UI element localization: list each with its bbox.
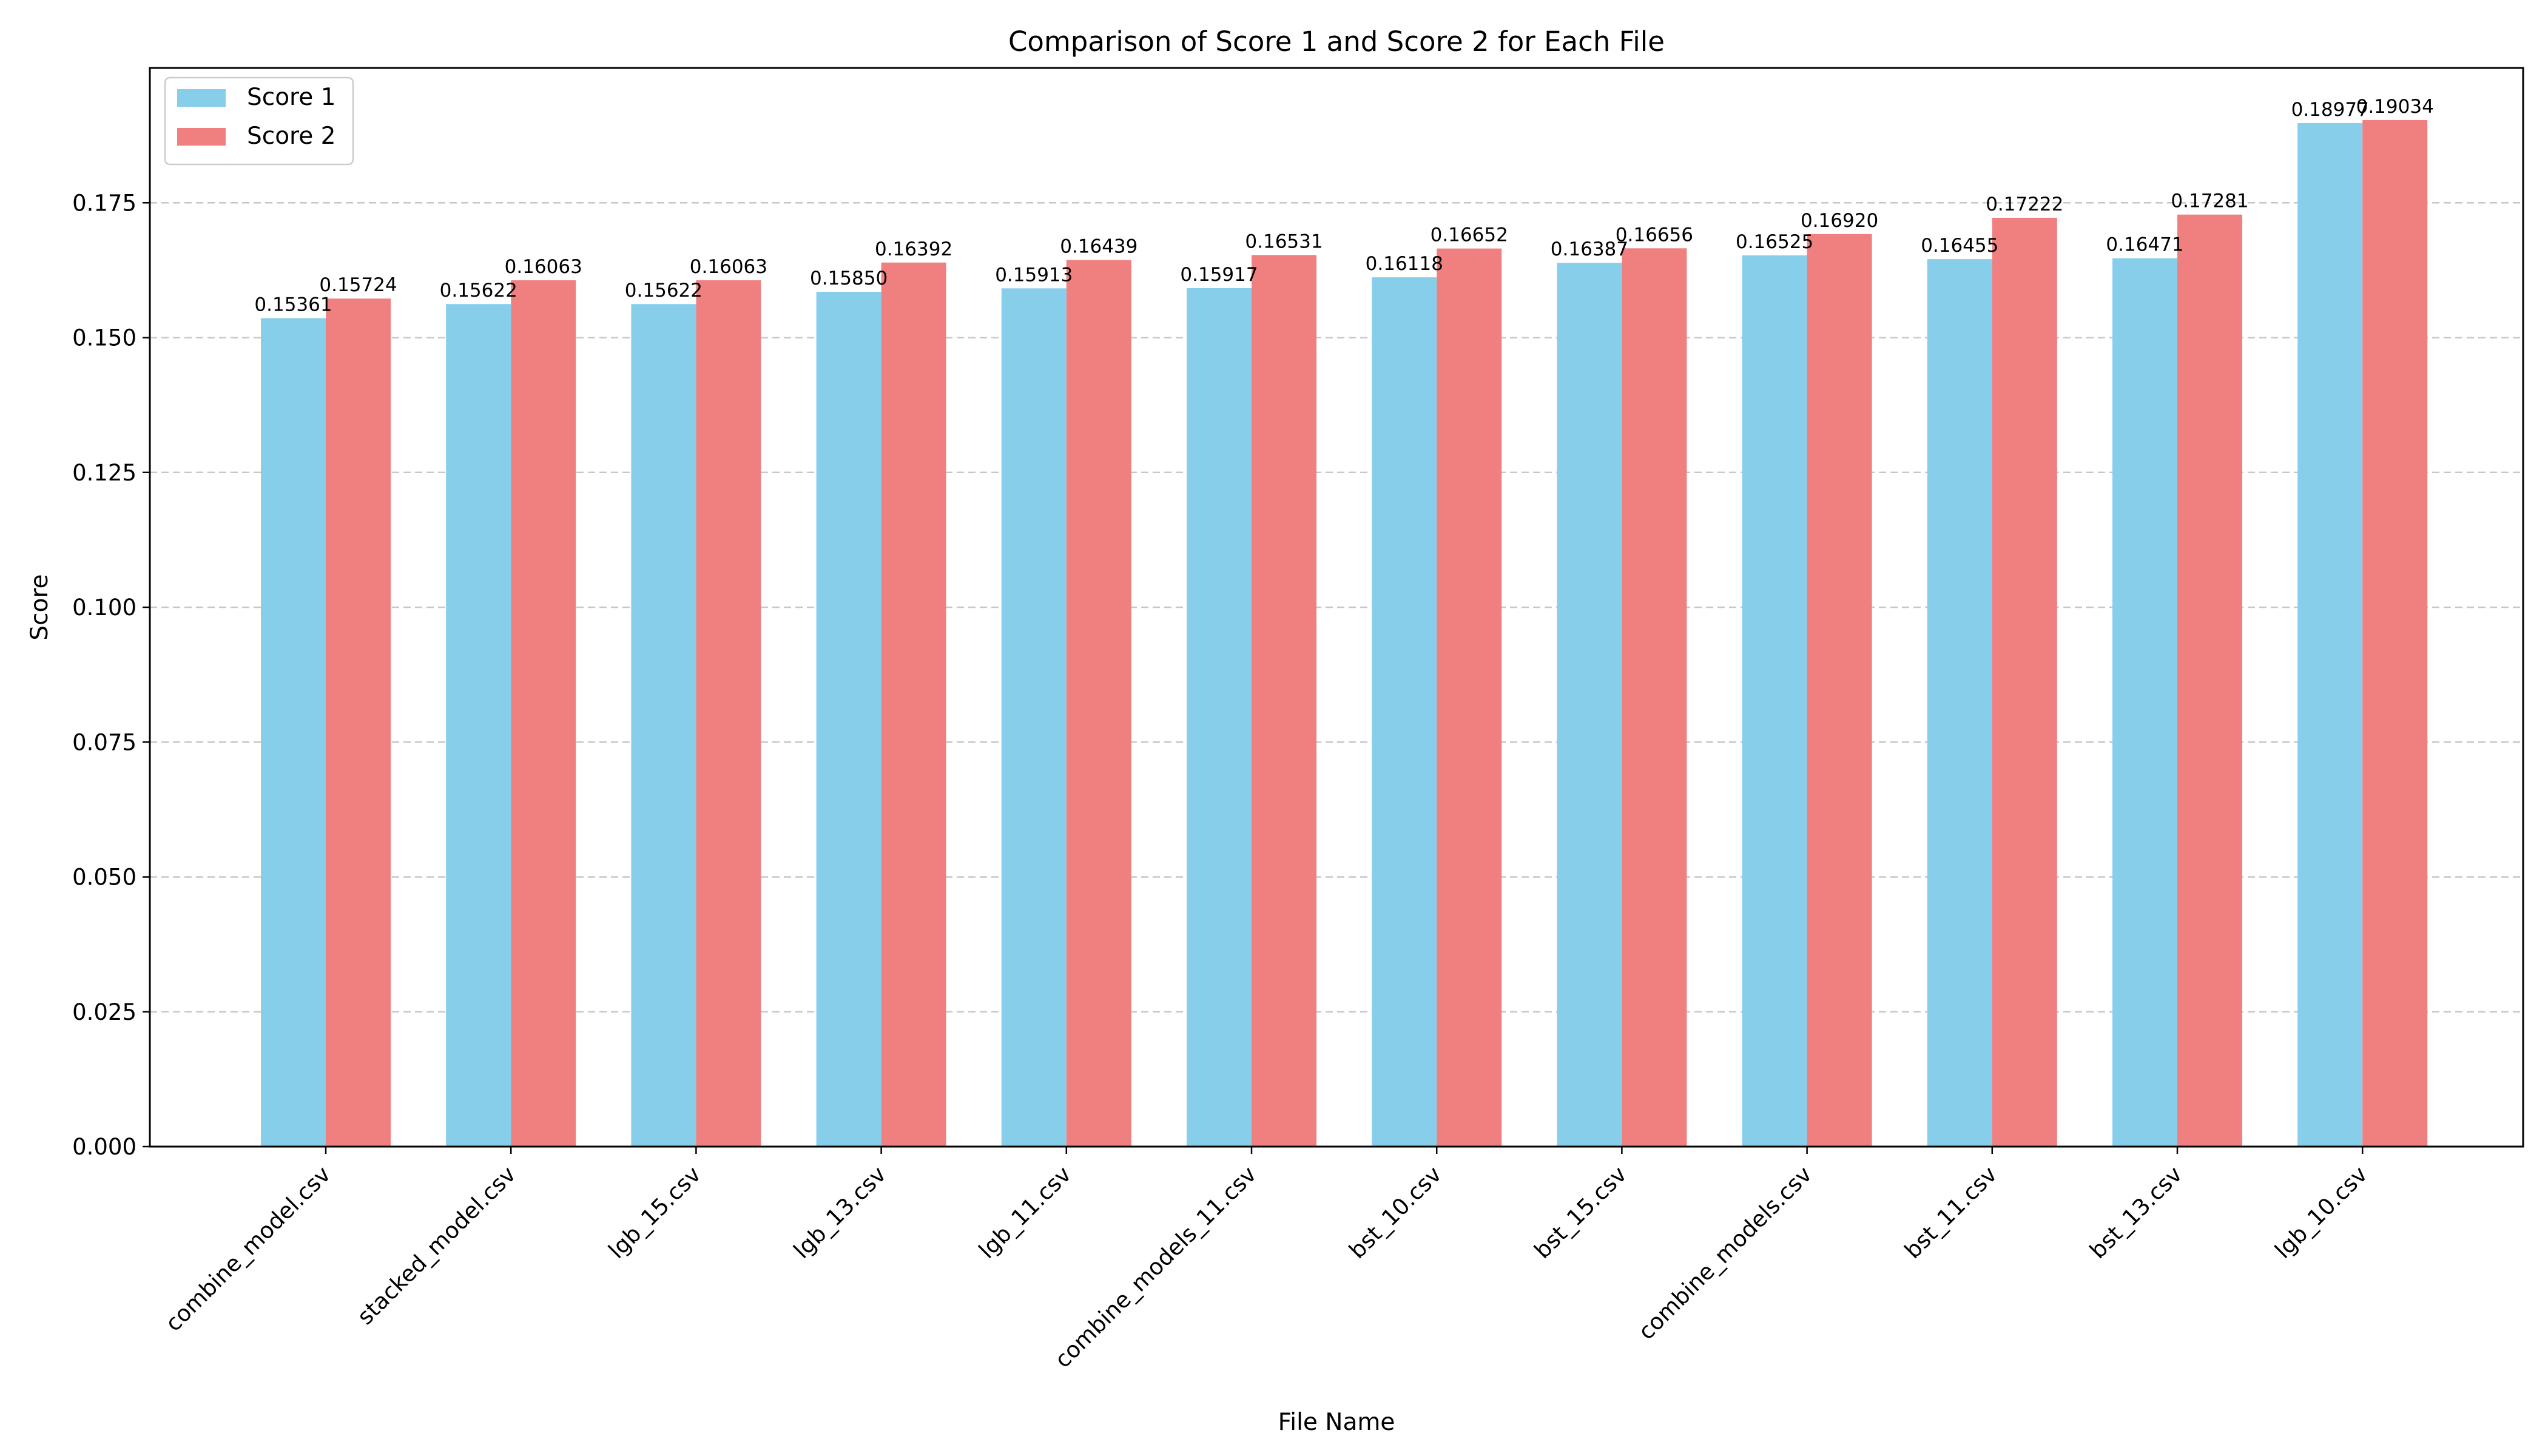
data-label: 0.16652 xyxy=(1431,224,1508,246)
data-label: 0.16118 xyxy=(1366,253,1443,275)
legend-swatch xyxy=(177,128,226,146)
bar-1 xyxy=(1372,277,1437,1147)
x-axis-label: File Name xyxy=(1278,1409,1395,1436)
bar-1 xyxy=(261,318,326,1147)
bar-2 xyxy=(1992,217,2057,1147)
bar-1 xyxy=(816,291,881,1147)
bar-2 xyxy=(1622,248,1687,1147)
data-label: 0.16063 xyxy=(690,256,767,278)
bar-1 xyxy=(1742,255,1807,1147)
data-label: 0.16063 xyxy=(505,256,582,278)
bar-2 xyxy=(881,262,946,1147)
bar-1 xyxy=(1001,288,1067,1147)
data-label: 0.16392 xyxy=(875,238,952,260)
bar-1 xyxy=(1557,263,1622,1147)
bar-1 xyxy=(2297,123,2363,1147)
data-label: 0.15622 xyxy=(625,280,703,302)
bars xyxy=(261,120,2428,1147)
bar-2 xyxy=(2362,120,2428,1147)
data-label: 0.16387 xyxy=(1551,238,1628,260)
data-label: 0.18977 xyxy=(2291,99,2369,121)
data-label: 0.19034 xyxy=(2356,96,2434,118)
y-tick-label: 0.150 xyxy=(72,325,136,351)
chart-title: Comparison of Score 1 and Score 2 for Ea… xyxy=(1008,25,1665,58)
data-label: 0.17222 xyxy=(1986,194,2063,215)
bar-2 xyxy=(1437,248,1502,1147)
y-tick-label: 0.050 xyxy=(72,864,136,891)
y-axis-label: Score xyxy=(26,574,53,640)
data-label: 0.16471 xyxy=(2106,234,2183,256)
bar-1 xyxy=(631,304,696,1147)
data-label: 0.15724 xyxy=(319,274,397,296)
bar-2 xyxy=(2177,214,2242,1147)
legend: Score 1 Score 2 xyxy=(164,76,354,166)
data-label: 0.15622 xyxy=(440,280,517,302)
bar-2 xyxy=(696,280,761,1147)
data-label: 0.16531 xyxy=(1245,231,1323,252)
y-tick-label: 0.175 xyxy=(72,190,136,216)
data-label: 0.16439 xyxy=(1060,236,1138,258)
y-tick-label: 0.025 xyxy=(72,999,136,1025)
data-label: 0.16525 xyxy=(1736,231,1813,253)
legend-label: Score 2 xyxy=(247,123,335,150)
data-label: 0.15850 xyxy=(810,268,888,289)
y-tick-label: 0.125 xyxy=(72,460,136,486)
data-label: 0.16656 xyxy=(1616,224,1693,246)
y-tick-label: 0.000 xyxy=(72,1134,136,1160)
data-label: 0.15917 xyxy=(1180,264,1258,286)
y-tick-label: 0.075 xyxy=(72,729,136,755)
y-tick-label: 0.100 xyxy=(72,595,136,621)
bar-2 xyxy=(1252,255,1316,1147)
data-label: 0.15361 xyxy=(254,294,332,315)
bar-1 xyxy=(1187,288,1252,1147)
y-axis: 0.000 0.025 0.050 0.075 0.100 0.125 0.150 0.175 xyxy=(72,190,150,1160)
bar-1 xyxy=(2112,258,2177,1147)
data-label: 0.16455 xyxy=(1921,235,1998,257)
bar-2 xyxy=(326,298,391,1147)
legend-swatch xyxy=(177,89,226,107)
bar-1 xyxy=(446,304,511,1147)
legend-label: Score 1 xyxy=(247,84,335,111)
data-label: 0.17281 xyxy=(2171,190,2248,212)
data-label: 0.16920 xyxy=(1801,210,1878,232)
bar-2 xyxy=(511,280,576,1147)
data-label: 0.15913 xyxy=(995,264,1073,286)
bar-2 xyxy=(1807,234,1872,1147)
bar-2 xyxy=(1066,260,1131,1147)
bar-1 xyxy=(1927,259,1992,1147)
